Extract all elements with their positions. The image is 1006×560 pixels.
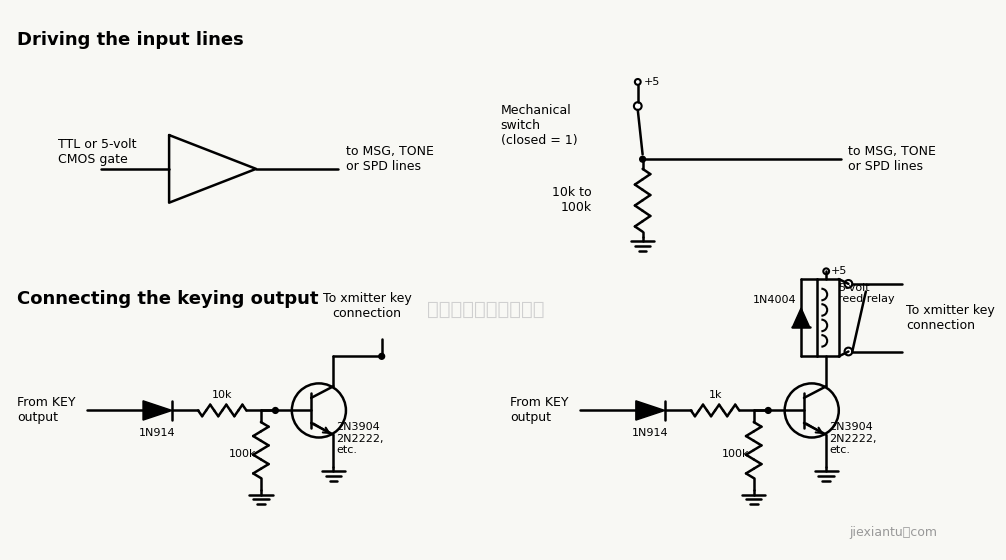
Text: 10k: 10k [212, 390, 232, 400]
Text: 1N4004: 1N4004 [752, 295, 797, 305]
Text: 10k to
100k: 10k to 100k [551, 186, 592, 214]
Text: 杭州将睷科技有限公司: 杭州将睷科技有限公司 [428, 300, 545, 319]
Text: To xmitter key
connection: To xmitter key connection [906, 304, 995, 332]
Text: Driving the input lines: Driving the input lines [17, 31, 244, 49]
Circle shape [635, 79, 641, 85]
Text: From KEY
output: From KEY output [510, 396, 568, 424]
Text: +5: +5 [831, 267, 847, 276]
Circle shape [766, 408, 772, 413]
Text: 1k: 1k [708, 390, 722, 400]
Text: jiexiantu．com: jiexiantu．com [849, 526, 938, 539]
Text: 1N914: 1N914 [632, 428, 669, 438]
Text: 100k: 100k [228, 449, 257, 459]
Circle shape [845, 280, 852, 288]
Circle shape [273, 408, 279, 413]
Text: 1N914: 1N914 [139, 428, 176, 438]
Circle shape [640, 156, 646, 162]
Circle shape [634, 102, 642, 110]
Polygon shape [793, 308, 810, 328]
Text: 2N3904
2N2222,
etc.: 2N3904 2N2222, etc. [336, 422, 383, 455]
Polygon shape [143, 401, 172, 420]
Circle shape [823, 268, 829, 274]
Text: 2N3904
2N2222,
etc.: 2N3904 2N2222, etc. [829, 422, 876, 455]
Circle shape [379, 353, 384, 359]
Text: TTL or 5-volt
CMOS gate: TTL or 5-volt CMOS gate [58, 138, 137, 166]
Text: Mechanical
switch
(closed = 1): Mechanical switch (closed = 1) [501, 104, 577, 147]
Text: +5: +5 [644, 77, 660, 87]
Text: to MSG, TONE
or SPD lines: to MSG, TONE or SPD lines [346, 145, 434, 173]
Text: From KEY
output: From KEY output [17, 396, 75, 424]
Circle shape [845, 348, 852, 356]
Polygon shape [636, 401, 665, 420]
Text: Connecting the keying output: Connecting the keying output [17, 290, 319, 307]
Text: To xmitter key
connection: To xmitter key connection [323, 292, 411, 320]
Text: 5-volt
reed relay: 5-volt reed relay [838, 283, 894, 305]
Text: to MSG, TONE
or SPD lines: to MSG, TONE or SPD lines [848, 145, 937, 173]
Text: 100k: 100k [721, 449, 748, 459]
